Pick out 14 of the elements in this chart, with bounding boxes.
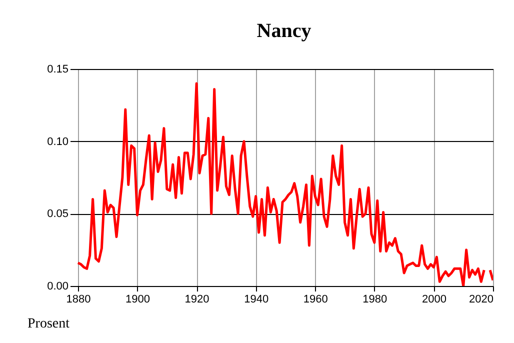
x-tick-label: 2000 [422,294,446,306]
x-tick-label: 1980 [362,294,388,306]
y-tick-label: 0.05 [47,208,68,220]
y-tick-label: 0.00 [47,280,68,292]
y-axis-title: Prosent [28,316,70,332]
x-tick-label: 1920 [184,294,210,306]
chart-title: Nancy [256,20,312,42]
x-tick-label: 2020 [469,294,494,306]
y-tick-label: 0.15 [47,64,68,76]
x-tick-label: 1880 [66,294,91,306]
y-tick-label: 0.10 [47,136,68,148]
x-tick-label: 1940 [244,294,269,306]
x-tick-label: 1900 [126,294,150,306]
x-tick-label: 1960 [303,294,328,306]
